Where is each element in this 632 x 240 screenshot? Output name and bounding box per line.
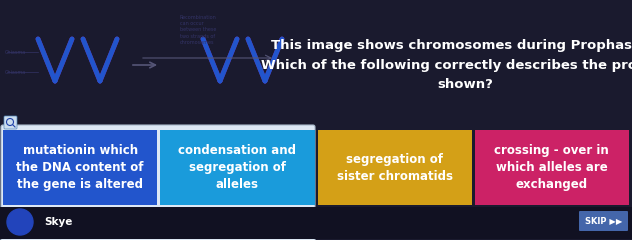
FancyBboxPatch shape (161, 130, 315, 205)
Text: Skye: Skye (44, 217, 73, 227)
Text: condensation and
segregation of
alleles: condensation and segregation of alleles (178, 144, 296, 191)
FancyBboxPatch shape (579, 211, 628, 231)
FancyBboxPatch shape (0, 207, 632, 239)
Text: Chiasma: Chiasma (5, 49, 27, 54)
Text: Recombination
can occur
between these
two strands of
chromosomes: Recombination can occur between these tw… (180, 15, 217, 45)
Circle shape (7, 209, 33, 235)
Text: Chiasma: Chiasma (5, 70, 27, 74)
Text: SKIP ▶▶: SKIP ▶▶ (585, 216, 623, 226)
Text: crossing - over in
which alleles are
exchanged: crossing - over in which alleles are exc… (494, 144, 609, 191)
FancyBboxPatch shape (3, 130, 157, 205)
FancyBboxPatch shape (475, 130, 629, 205)
Text: mutationin which
the DNA content of
the gene is altered: mutationin which the DNA content of the … (16, 144, 144, 191)
Text: This image shows chromosomes during Prophase 1.
Which of the following correctly: This image shows chromosomes during Prop… (260, 40, 632, 90)
FancyBboxPatch shape (317, 130, 471, 205)
Text: segregation of
sister chromatids: segregation of sister chromatids (337, 152, 453, 182)
FancyBboxPatch shape (4, 116, 17, 129)
FancyBboxPatch shape (1, 125, 315, 240)
